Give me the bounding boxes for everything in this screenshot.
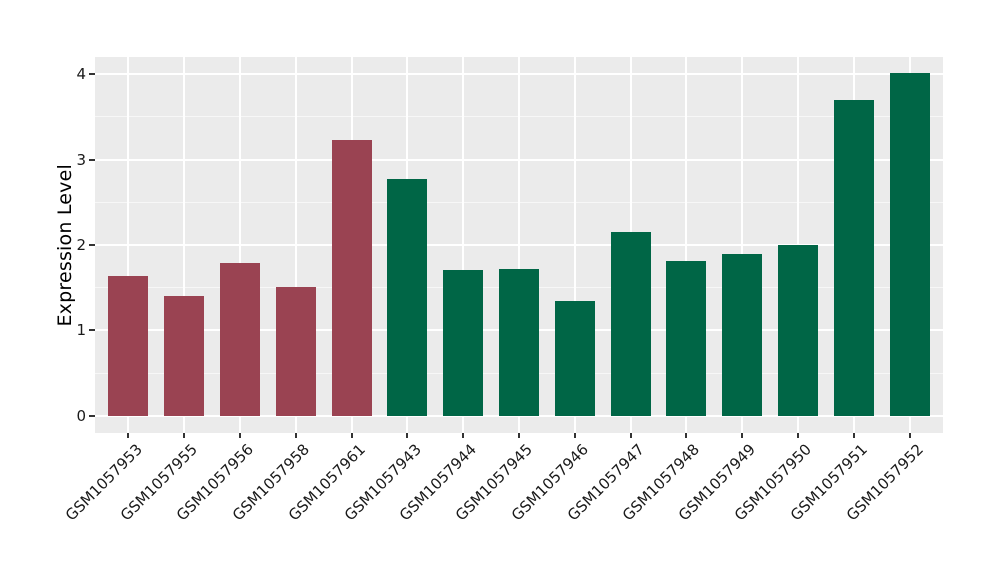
x-tick-mark-GSM1057952 — [908, 433, 911, 438]
y-tick-label-1: 1 — [76, 321, 86, 340]
x-tick-mark-GSM1057949 — [741, 433, 744, 438]
x-tick-mark-GSM1057951 — [852, 433, 855, 438]
bar-GSM1057950 — [777, 245, 818, 416]
bar-GSM1057955 — [164, 296, 205, 416]
x-tick-mark-GSM1057945 — [518, 433, 520, 438]
x-tick-mark-GSM1057958 — [294, 433, 297, 438]
x-tick-mark-GSM1057946 — [573, 433, 576, 438]
bar-GSM1057953 — [108, 275, 149, 416]
y-tick-label-3: 3 — [76, 150, 86, 169]
plot-area — [95, 57, 943, 433]
gridline-vertical-GSM1057944 — [462, 57, 465, 433]
bar-GSM1057945 — [499, 268, 539, 416]
x-tick-mark-GSM1057956 — [239, 433, 242, 438]
y-tick-label-4: 4 — [76, 65, 86, 84]
bar-GSM1057952 — [889, 73, 930, 416]
bar-GSM1057943 — [387, 179, 428, 416]
y-tick-label-2: 2 — [76, 236, 86, 254]
x-tick-mark-GSM1057955 — [183, 433, 186, 438]
bar-GSM1057951 — [833, 99, 874, 416]
y-tick-mark-2 — [89, 244, 95, 246]
x-tick-mark-GSM1057950 — [796, 433, 799, 438]
bar-GSM1057946 — [554, 300, 595, 416]
y-tick-label-0: 0 — [76, 406, 86, 425]
bar-GSM1057949 — [722, 253, 763, 416]
gridline-vertical-GSM1057956 — [239, 57, 242, 433]
gridline-vertical-GSM1057953 — [127, 57, 130, 433]
gridline-vertical-GSM1057955 — [183, 57, 186, 433]
x-tick-mark-GSM1057948 — [685, 433, 688, 438]
gridline-vertical-GSM1057958 — [294, 57, 297, 433]
y-tick-mark-1 — [89, 329, 95, 332]
gridline-vertical-GSM1057946 — [573, 57, 576, 433]
bar-GSM1057944 — [443, 269, 484, 416]
y-tick-mark-0 — [89, 414, 95, 417]
x-tick-mark-GSM1057944 — [462, 433, 465, 438]
x-tick-mark-GSM1057943 — [406, 433, 409, 438]
bar-GSM1057947 — [610, 232, 651, 416]
gridline-vertical-GSM1057948 — [685, 57, 688, 433]
x-tick-mark-GSM1057961 — [350, 433, 353, 438]
bar-GSM1057961 — [331, 139, 372, 416]
x-tick-mark-GSM1057947 — [629, 433, 632, 438]
x-tick-mark-GSM1057953 — [127, 433, 130, 438]
y-tick-mark-3 — [89, 158, 95, 161]
bar-GSM1057956 — [220, 262, 261, 416]
gridline-vertical-GSM1057949 — [741, 57, 744, 433]
gridline-vertical-GSM1057945 — [518, 57, 520, 433]
bar-GSM1057948 — [666, 261, 707, 416]
bar-GSM1057958 — [275, 286, 316, 416]
y-tick-mark-4 — [89, 73, 95, 76]
